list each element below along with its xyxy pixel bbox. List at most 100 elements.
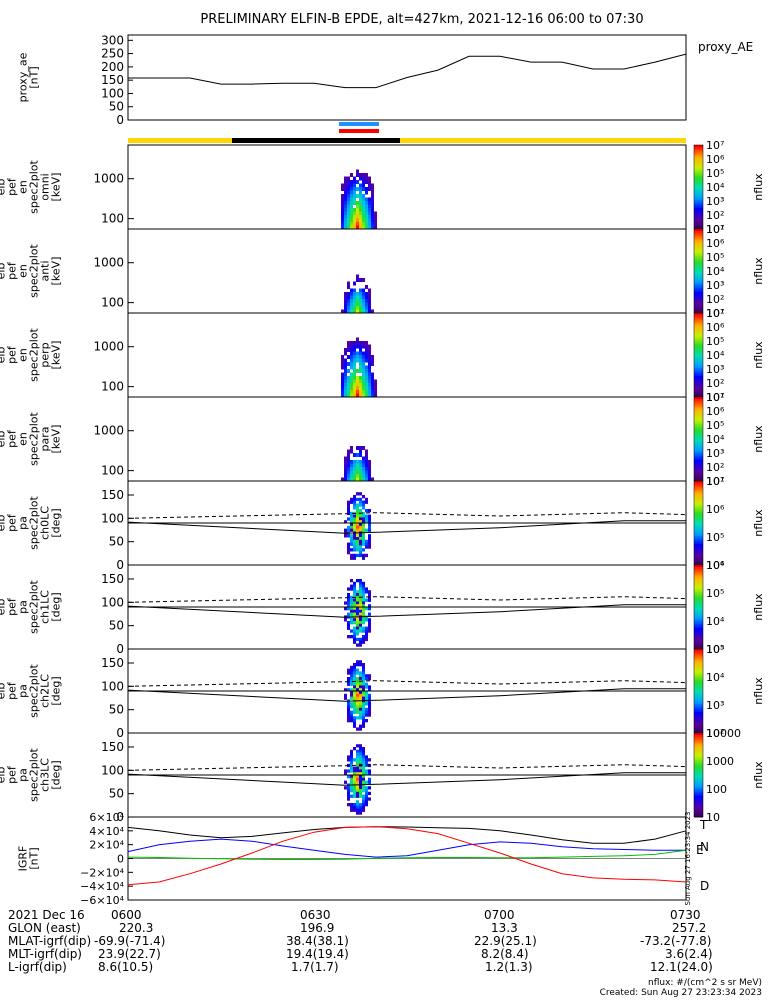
heat-cell (353, 663, 356, 667)
colorbar-tick-label: 10³ (706, 363, 724, 376)
heat-cell (368, 292, 371, 296)
heat-cell (356, 763, 359, 768)
colorbar-cell (694, 659, 703, 663)
heat-cell (368, 211, 371, 216)
heat-cell (353, 477, 356, 482)
heat-cell (353, 497, 356, 502)
heat-cell (356, 341, 359, 345)
colorbar-tick-label: 10 (706, 811, 720, 824)
heat-cell (347, 183, 350, 188)
heat-cell (359, 208, 362, 212)
heat-cell (365, 794, 368, 798)
heat-cell (359, 460, 362, 464)
colorbar-cell (694, 216, 703, 219)
heat-cell (356, 755, 359, 759)
colorbar-cell (694, 163, 703, 167)
colorbar-cell (694, 418, 703, 421)
heat-cell (362, 671, 365, 675)
heat-cell (359, 579, 362, 583)
heat-cell (353, 758, 356, 762)
colorbar-tick-label: 10¹ (706, 223, 724, 236)
heat-cell (350, 218, 353, 223)
heat-cell (350, 548, 353, 552)
colorbar-tick-label: 10⁶ (706, 237, 725, 250)
heat-cell (353, 668, 356, 672)
colorbar-cell (694, 714, 703, 717)
colorbar-cell (694, 684, 703, 688)
heat-cell (344, 201, 347, 205)
colorbar-cell (694, 357, 703, 360)
colorbar-cell (694, 449, 703, 453)
colorbar-cell (694, 640, 703, 644)
ephemeris-value: 1.7(1.7) (291, 960, 339, 974)
heat-cell (368, 470, 371, 475)
heat-cell (341, 383, 344, 387)
heat-cell (368, 626, 371, 630)
colorbar-cell (694, 411, 703, 415)
colorbar-cell (694, 787, 703, 791)
heat-cell (362, 351, 365, 356)
colorbar-tick-label: 10⁵ (706, 335, 724, 348)
heat-cell (350, 187, 353, 191)
colorbar-cell (694, 487, 703, 490)
heat-cell (356, 780, 359, 784)
heat-cell (359, 525, 362, 530)
heat-cell (362, 341, 365, 345)
heat-cell (353, 176, 356, 181)
heat-cell (353, 355, 356, 359)
heat-cell (353, 495, 356, 499)
heat-cell (365, 500, 368, 504)
colorbar-cell (694, 499, 703, 503)
heat-cell (347, 218, 350, 223)
colorbar-cell (694, 514, 703, 518)
colorbar-cell (694, 355, 703, 358)
heat-cell (356, 194, 359, 198)
heat-cell (362, 665, 365, 670)
heat-cell (368, 523, 371, 527)
heat-cell (350, 446, 353, 450)
colorbar-cell (694, 655, 703, 658)
heat-cell (362, 225, 365, 230)
heat-cell (356, 525, 359, 530)
colorbar-cell (694, 231, 703, 234)
heat-cell (359, 365, 362, 370)
colorbar-tick-label: 10⁴ (706, 559, 725, 572)
heat-cell (347, 797, 350, 801)
heat-cell (347, 463, 350, 468)
heat-cell (353, 351, 356, 356)
heat-cell (368, 595, 371, 600)
heat-cell (347, 517, 350, 521)
heat-cell (365, 691, 368, 695)
colorbar-cell (694, 443, 703, 446)
colorbar-cell (694, 678, 703, 681)
heat-cell (365, 208, 368, 212)
heat-cell (347, 222, 350, 226)
axis-label: elb (0, 431, 8, 448)
heat-cell (350, 393, 353, 398)
colorbar-cell (694, 793, 703, 797)
legend-D: D (700, 879, 709, 893)
heat-cell (359, 201, 362, 205)
heat-cell (359, 474, 362, 478)
heat-cell (365, 520, 368, 524)
colorbar-cell (694, 310, 703, 314)
colorbar-tick-label: 10⁶ (706, 153, 725, 166)
colorbar-cell (694, 195, 703, 198)
heat-cell (365, 309, 368, 314)
loss-cone-line (127, 772, 686, 786)
heat-cell (368, 537, 371, 541)
axis-label: pef (6, 513, 19, 532)
heat-cell (350, 341, 353, 345)
heat-cell (365, 302, 368, 307)
colorbar-cell (694, 361, 703, 364)
y-tick-label: 0 (117, 853, 124, 866)
colorbar-cell (694, 760, 703, 763)
colorbar-tick-label: 10000 (706, 727, 741, 740)
heat-cell (362, 621, 365, 625)
colorbar-cell (694, 682, 703, 686)
heat-cell (350, 194, 353, 198)
heat-cell (359, 707, 362, 712)
heat-cell (362, 702, 365, 706)
heat-cell (356, 579, 359, 583)
